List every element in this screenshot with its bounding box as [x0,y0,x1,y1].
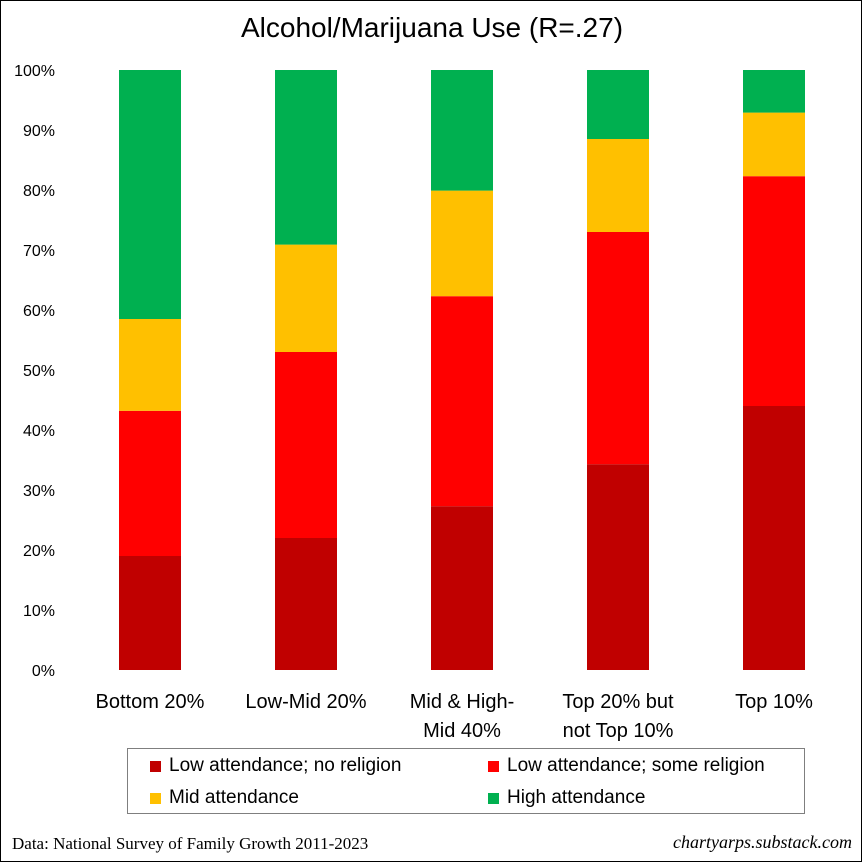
bar-segment [587,232,649,465]
chart-title: Alcohol/Marijuana Use (R=.27) [240,12,624,43]
y-tick-label: 40% [23,423,55,440]
bar-segment [743,406,805,670]
x-category-label: Mid & High- [410,691,514,713]
y-tick-label: 80% [23,183,55,200]
bar-segment [275,70,337,245]
y-tick-label: 30% [23,483,55,500]
legend-swatch [488,760,499,772]
bar-segment [743,176,805,406]
legend-label: Mid attendance [169,787,299,808]
x-category-label: Low-Mid 20% [245,691,366,713]
y-tick-label: 20% [23,543,55,560]
bar-segment [431,190,493,297]
y-tick-label: 90% [23,123,55,140]
chart-legend: Low attendance; no religion Low attendan… [127,748,805,814]
y-tick-label: 10% [23,603,55,620]
legend-swatch [150,792,161,804]
x-category-label: Top 20% but [562,691,674,713]
legend-item-no-religion: Low attendance; no religion [150,755,401,777]
y-tick-label: 70% [23,243,55,260]
y-tick-label: 100% [14,63,55,80]
bar-segment [587,70,649,139]
data-source-note: Data: National Survey of Family Growth 2… [12,834,369,853]
bar-segment [743,112,805,177]
legend-label: Low attendance; no religion [169,755,402,776]
legend-item-some-religion: Low attendance; some religion [488,755,765,777]
bar-segment [743,70,805,113]
bar-segment [275,244,337,352]
bar-segment [119,70,181,319]
x-category-label: not Top 10% [563,720,674,742]
x-category-label: Bottom 20% [96,691,205,713]
bar-segment [119,410,181,556]
bar-segment [431,70,493,191]
bar-segment [119,556,181,670]
x-category-label: Mid 40% [423,720,501,742]
y-tick-label: 50% [23,363,55,380]
legend-item-mid-attendance: Mid attendance [150,787,299,809]
bar-segment [119,319,181,411]
y-tick-label: 60% [23,303,55,320]
bar-segment [275,352,337,538]
legend-label: High attendance [507,787,646,808]
x-category-label: Top 10% [735,691,813,713]
bar-segment [431,506,493,670]
legend-swatch [150,760,161,772]
y-tick-label: 0% [32,663,55,680]
legend-swatch [488,792,499,804]
bar-segment [587,139,649,232]
bar-segment [275,538,337,670]
site-credit: chartyarps.substack.com [673,832,852,852]
legend-label: Low attendance; some religion [507,755,765,776]
legend-item-high-attendance: High attendance [488,787,645,809]
bar-segment [431,296,493,507]
bar-segment [587,464,649,670]
